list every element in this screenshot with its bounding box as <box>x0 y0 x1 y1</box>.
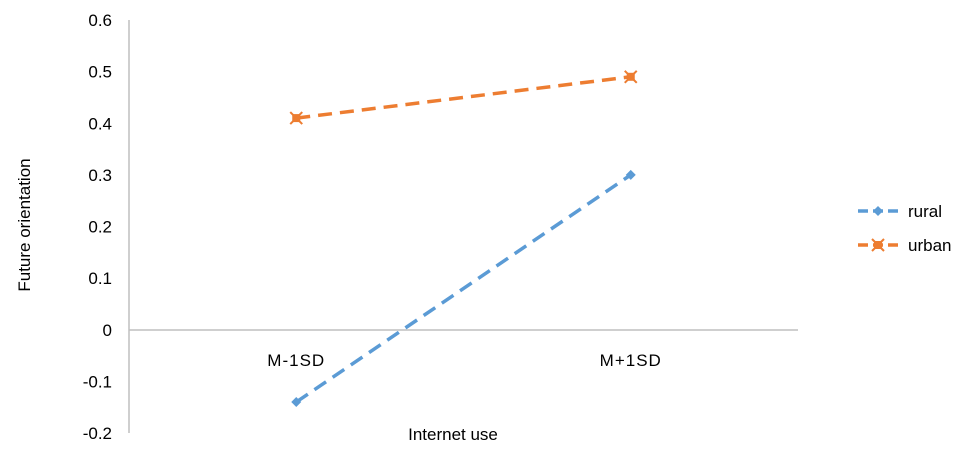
series-line-urban <box>296 75 631 120</box>
legend: rural urban <box>858 202 951 255</box>
y-tick-label: 0.5 <box>88 63 112 82</box>
series-lines <box>289 70 638 408</box>
y-tick-label: 0.1 <box>88 269 112 288</box>
point-rural <box>291 397 302 408</box>
x-axis-title: Internet use <box>408 425 498 444</box>
y-tick-label: 0.4 <box>88 114 112 133</box>
y-tick-label: 0.6 <box>88 11 112 30</box>
point-rural <box>625 169 636 180</box>
legend-item-rural: rural <box>858 202 942 221</box>
point-urban <box>289 111 303 125</box>
point-urban <box>624 70 638 84</box>
y-tick-label: -0.2 <box>83 424 112 443</box>
legend-marker <box>871 238 885 252</box>
legend-marker <box>873 206 883 216</box>
y-tick-labels: 0.6 0.5 0.4 0.3 0.2 0.1 0 -0.1 -0.2 <box>83 11 112 443</box>
x-tick-labels: M-1SD M+1SD <box>267 351 662 370</box>
y-tick-label: -0.1 <box>83 372 112 391</box>
legend-label: urban <box>908 236 951 255</box>
y-tick-label: 0 <box>103 321 112 340</box>
legend-item-urban: urban <box>858 236 951 255</box>
y-tick-label: 0.2 <box>88 218 112 237</box>
x-tick-label: M-1SD <box>267 351 325 370</box>
series-line-rural <box>295 173 632 404</box>
y-tick-label: 0.3 <box>88 166 112 185</box>
legend-label: rural <box>908 202 942 221</box>
y-axis-title: Future orientation <box>15 158 34 291</box>
x-tick-label: M+1SD <box>600 351 662 370</box>
